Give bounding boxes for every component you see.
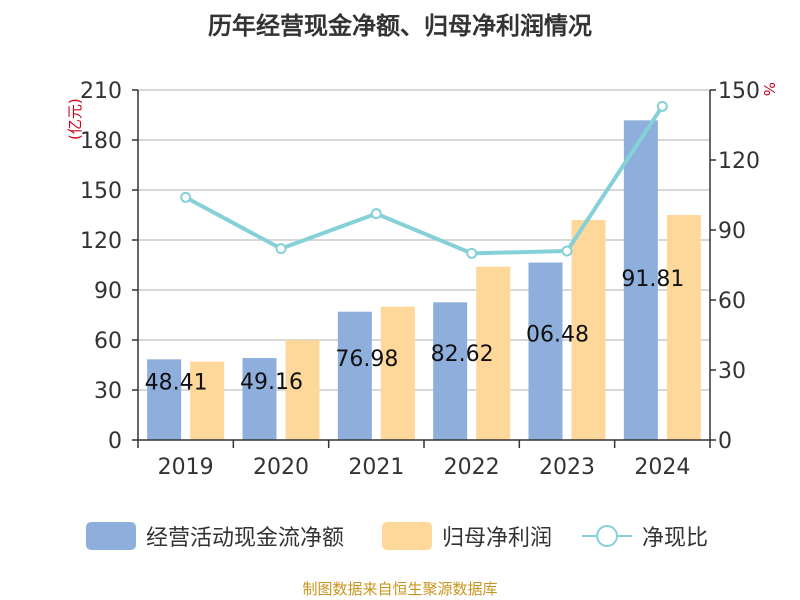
legend-item-ratio[interactable]: 净现比	[582, 516, 708, 556]
x-tick-label: 2019	[158, 455, 214, 480]
data-label-cashflow: 49.16	[240, 370, 303, 395]
y-left-tick-label: 120	[80, 229, 122, 254]
y-left-tick-label: 150	[80, 179, 122, 204]
data-label-cashflow: 76.98	[335, 347, 398, 372]
bar-cashflow	[623, 120, 658, 441]
legend-label-net-profit: 归母净利润	[442, 526, 553, 551]
legend-label-ratio: 净现比	[642, 526, 709, 551]
ratio-point	[466, 247, 478, 259]
x-tick-label: 2023	[539, 455, 595, 480]
data-label-cashflow: 06.48	[526, 322, 589, 347]
chart-title: 历年经营现金净额、归母净利润情况	[208, 12, 592, 40]
y-left-tick-label: 60	[94, 329, 122, 354]
y-left-tick-label: 90	[94, 279, 122, 304]
bar-cashflow	[528, 262, 563, 440]
legend-swatch-net-profit	[382, 522, 432, 550]
bar-net-profit	[285, 340, 320, 440]
y-right-tick-label: 0	[718, 429, 732, 454]
y-right-tick-label: 150	[718, 79, 760, 104]
legend-item-net-profit[interactable]: 归母净利润	[382, 516, 552, 556]
bar-net-profit	[666, 215, 701, 440]
bar-cashflow	[337, 311, 372, 440]
legend-line-marker-icon	[582, 522, 632, 550]
data-source-note: 制图数据来自恒生聚源数据库	[302, 580, 498, 598]
ratio-point	[275, 243, 287, 255]
x-tick-label: 2022	[444, 455, 500, 480]
y-right-tick-label: 60	[718, 289, 746, 314]
y-right-tick-label: 90	[718, 219, 746, 244]
x-tick-label: 2021	[348, 455, 404, 480]
legend-swatch-cashflow	[86, 522, 136, 550]
bar-net-profit	[380, 306, 415, 440]
y-left-tick-label: 0	[108, 429, 122, 454]
bar-net-profit	[476, 266, 511, 440]
legend-item-cashflow[interactable]: 经营活动现金流净额	[86, 516, 344, 556]
x-tick-label: 2020	[253, 455, 309, 480]
legend-label-cashflow: 经营活动现金流净额	[146, 526, 345, 551]
ratio-line	[184, 105, 665, 256]
legend: 经营活动现金流净额 归母净利润 净现比	[0, 516, 800, 556]
ratio-point	[656, 100, 668, 112]
bar-cashflow	[242, 358, 277, 440]
bar-cashflow	[147, 359, 182, 440]
y-right-tick-label: 30	[718, 359, 746, 384]
ratio-point	[370, 208, 382, 220]
y-left-tick-label: 30	[94, 379, 122, 404]
data-label-cashflow: 48.41	[145, 371, 208, 396]
ratio-point	[180, 191, 192, 203]
bar-cashflow	[433, 302, 468, 440]
y-left-tick-label: 210	[80, 79, 122, 104]
ratio-point	[561, 245, 573, 257]
data-label-cashflow: 91.81	[621, 267, 684, 292]
y-left-tick-label: 180	[80, 129, 122, 154]
data-label-cashflow: 82.62	[431, 342, 494, 367]
bar-net-profit	[190, 361, 225, 440]
y-right-tick-label: 120	[718, 149, 760, 174]
x-tick-label: 2024	[634, 455, 690, 480]
bar-net-profit	[571, 220, 606, 440]
